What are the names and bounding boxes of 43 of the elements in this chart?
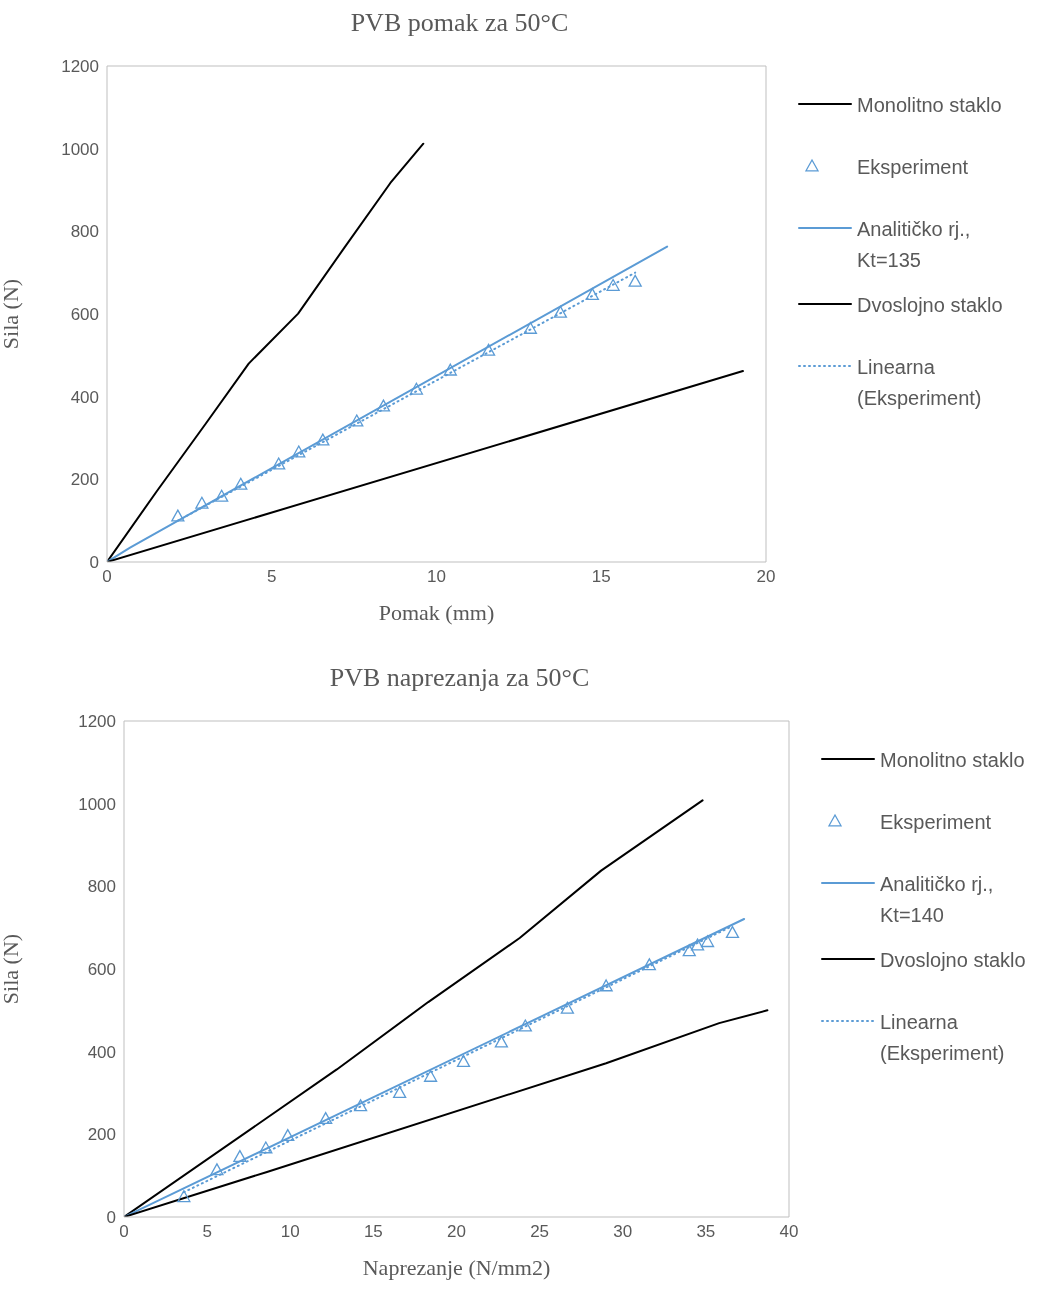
x-tick-label: 15: [363, 1222, 383, 1242]
x-tick-label: 40: [779, 1222, 799, 1242]
y-tick-label: 200: [70, 470, 99, 490]
legend-label: Linearna (Eksperiment): [880, 1010, 1006, 1066]
chart-title: PVB naprezanja za 50°C: [328, 662, 591, 694]
legend-label: Linearna (Eksperiment): [857, 355, 983, 411]
x-tick-label: 10: [280, 1222, 300, 1242]
x-tick-label: 5: [202, 1222, 212, 1242]
legend-label: Eksperiment: [880, 810, 993, 835]
y-tick-label: 800: [70, 222, 99, 242]
x-tick-label: 15: [591, 567, 611, 587]
y-tick-label: 600: [70, 305, 99, 325]
y-tick-label: 1200: [61, 57, 99, 77]
x-axis-title: Pomak (mm): [378, 600, 495, 625]
y-tick-label: 600: [87, 960, 116, 980]
y-tick-label: 1000: [61, 139, 99, 159]
legend-label: Analitičko rj., Kt=135: [857, 217, 972, 273]
x-tick-label: 10: [427, 567, 446, 587]
x-tick-label: 35: [696, 1222, 716, 1242]
legend-label: Analitičko rj., Kt=140: [880, 872, 995, 928]
x-tick-label: 5: [267, 567, 277, 587]
y-tick-label: 1200: [78, 712, 116, 732]
y-axis-title: Sila (N): [0, 278, 23, 350]
x-tick-label: 30: [613, 1222, 633, 1242]
legend-label: Dvoslojno staklo: [880, 948, 1027, 973]
y-tick-label: 0: [89, 553, 99, 573]
y-tick-label: 200: [87, 1125, 116, 1145]
legend-label: Monolitno staklo: [880, 748, 1026, 773]
x-tick-label: 20: [756, 567, 776, 587]
legend-label: Monolitno staklo: [857, 93, 1003, 118]
y-axis-title: Sila (N): [0, 933, 23, 1005]
legend-label: Eksperiment: [857, 155, 970, 180]
x-tick-label: 0: [119, 1222, 129, 1242]
x-tick-label: 20: [447, 1222, 466, 1242]
y-tick-label: 800: [87, 877, 116, 897]
chart-title: PVB pomak za 50°C: [349, 7, 570, 39]
legend-label: Dvoslojno staklo: [857, 293, 1004, 318]
y-tick-label: 400: [70, 387, 99, 407]
x-axis-title: Naprezanje (N/mm2): [362, 1255, 551, 1280]
y-tick-label: 0: [106, 1208, 116, 1228]
x-tick-label: 25: [530, 1222, 550, 1242]
y-tick-label: 1000: [78, 794, 116, 814]
y-tick-label: 400: [87, 1042, 116, 1062]
